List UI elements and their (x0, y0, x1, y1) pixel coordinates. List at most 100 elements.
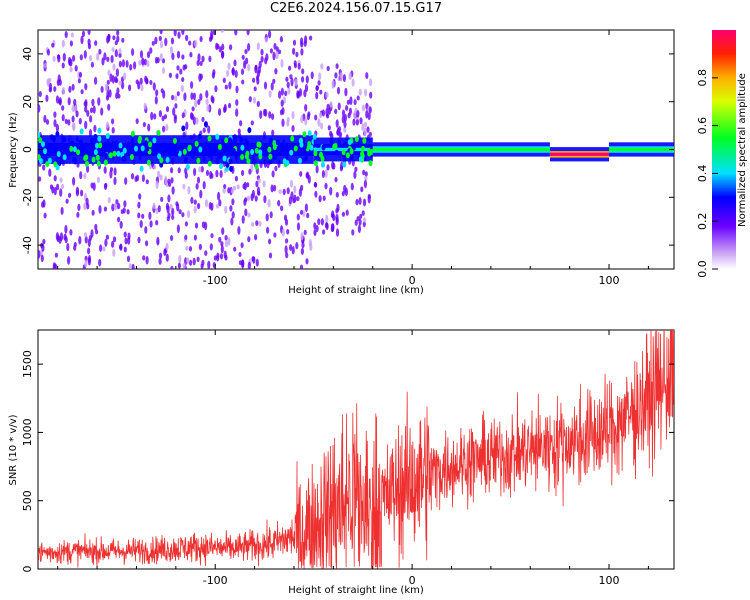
spectrogram-scatter-point (110, 54, 114, 64)
spectrogram-scatter-point (292, 47, 296, 55)
spectrogram-scatter-point (69, 229, 73, 236)
spectrogram-scatter-point (126, 209, 130, 215)
spectrogram-scatter-point (296, 213, 300, 221)
spectrogram-scatter-point (259, 110, 263, 119)
spectrogram-blob (108, 152, 113, 159)
spectrogram-scatter-point (38, 91, 42, 98)
spectrogram-scatter-point (106, 79, 110, 85)
spectrogram-scatter-point (351, 78, 355, 87)
spectrogram-scatter-point (238, 260, 242, 266)
spectrogram-scatter-point (158, 35, 162, 42)
spectrogram-scatter-point (107, 33, 111, 43)
spectrogram-scatter-point (198, 73, 202, 82)
spectrogram-blob (62, 136, 67, 143)
spectrogram-blob (345, 152, 350, 159)
spectrogram-scatter-point (254, 195, 258, 202)
spectrogram-blob (309, 144, 314, 151)
spectrogram-blob (41, 141, 45, 148)
spectrogram-ytick-label: 0 (21, 146, 34, 153)
spectrogram-scatter-point (127, 232, 131, 240)
spectrogram-scatter-point (314, 190, 318, 198)
spectrogram-scatter-point (248, 168, 252, 175)
spectrogram-scatter-point (238, 251, 242, 258)
spectrogram-scatter-point (196, 176, 201, 184)
spectrogram-scatter-point (187, 186, 191, 195)
spectrogram-blob (247, 127, 252, 134)
spectrogram-scatter-point (182, 183, 186, 190)
spectrogram-blob (38, 137, 43, 144)
spectrogram-scatter-point (247, 43, 251, 52)
spectrogram-scatter-point (178, 209, 182, 215)
spectrogram-scatter-point (363, 127, 367, 137)
spectrogram-scatter-point (213, 255, 217, 261)
spectrogram-scatter-point (271, 113, 275, 121)
spectrogram-scatter-point (272, 51, 276, 61)
spectrogram-blob (289, 149, 294, 156)
spectrogram-scatter-point (235, 99, 239, 107)
spectrogram-scatter-point (201, 116, 205, 122)
spectrogram-scatter-point (103, 206, 107, 212)
spectrogram-blob (361, 145, 365, 152)
spectrogram-scatter-point (251, 256, 255, 262)
spectrogram-blob (254, 163, 259, 170)
spectrogram-scatter-point (69, 66, 73, 73)
spectrogram-scatter-point (317, 118, 321, 127)
spectrogram-blob (43, 148, 47, 155)
spectrogram-scatter-point (120, 209, 124, 215)
spectrogram-scatter-point (299, 264, 304, 269)
spectrogram-scatter-point (291, 125, 295, 133)
spectrogram-scatter-point (56, 183, 60, 191)
spectrogram-blob (360, 151, 365, 157)
spectrogram-blob (245, 140, 249, 147)
spectrogram-scatter-point (84, 105, 88, 113)
spectrogram-scatter-point (361, 210, 365, 216)
spectrogram-scatter-point (318, 72, 322, 81)
spectrogram-scatter-point (167, 212, 171, 219)
spectrogram-scatter-point (121, 59, 125, 68)
spectrogram-scatter-point (313, 229, 317, 237)
spectrogram-scatter-point (223, 106, 227, 114)
spectrogram-scatter-point (208, 36, 213, 42)
spectrogram-scatter-point (247, 261, 251, 269)
spectrogram-scatter-point (227, 187, 231, 194)
spectrogram-scatter-point (183, 92, 187, 102)
spectrogram-scatter-point (155, 89, 159, 97)
spectrogram-blob (347, 139, 352, 146)
spectrogram-scatter-point (368, 131, 372, 137)
spectrogram-blob (229, 165, 234, 172)
spectrogram-scatter-point (116, 30, 120, 36)
spectrogram-blob (368, 160, 373, 167)
spectrogram-scatter-point (362, 221, 366, 228)
spectrogram-scatter-point (113, 202, 117, 211)
spectrogram-scatter-point (264, 57, 268, 65)
spectrogram-scatter-point (310, 71, 314, 80)
colorbar-tick-label: 0.4 (696, 165, 709, 183)
spectrogram-blob (156, 129, 161, 136)
spectrogram-scatter-point (169, 46, 173, 54)
spectrogram-scatter-point (211, 72, 215, 79)
spectrogram-scatter-point (89, 115, 93, 123)
spectrogram-scatter-point (315, 85, 319, 92)
spectrogram-scatter-point (336, 86, 341, 95)
spectrogram-blob (267, 146, 272, 153)
spectrogram-scatter-point (219, 170, 223, 178)
spectrogram-scatter-point (202, 127, 206, 133)
spectrogram-scatter-point (233, 246, 237, 252)
spectrogram-scatter-point (139, 220, 143, 229)
spectrogram-scatter-point (220, 30, 224, 33)
spectrogram-blob (228, 148, 233, 155)
spectrogram-scatter-point (290, 191, 294, 200)
spectrogram-scatter-point (45, 94, 49, 102)
spectrogram-scatter-point (256, 186, 261, 196)
spectrogram-scatter-point (112, 35, 116, 41)
spectrogram-scatter-point (237, 128, 241, 135)
spectrogram-scatter-point (205, 90, 209, 99)
spectrogram-scatter-point (263, 81, 268, 90)
spectrogram-scatter-point (205, 170, 210, 176)
spectrogram-scatter-point (292, 39, 297, 46)
spectrogram-scatter-point (221, 227, 225, 235)
spectrogram-scatter-point (344, 87, 348, 97)
spectrogram-scatter-point (270, 184, 274, 193)
spectrogram-scatter-point (322, 229, 326, 235)
spectrogram-scatter-point (96, 176, 101, 183)
